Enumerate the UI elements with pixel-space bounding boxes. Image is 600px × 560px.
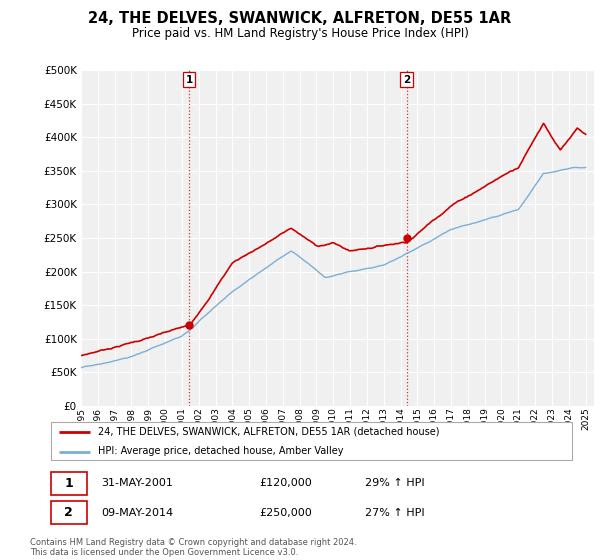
Text: 2: 2 xyxy=(403,74,410,85)
Text: £120,000: £120,000 xyxy=(259,478,312,488)
Text: 31-MAY-2001: 31-MAY-2001 xyxy=(101,478,173,488)
Text: Contains HM Land Registry data © Crown copyright and database right 2024.
This d: Contains HM Land Registry data © Crown c… xyxy=(30,538,356,557)
Text: 2: 2 xyxy=(64,506,73,519)
Text: 1: 1 xyxy=(185,74,193,85)
Text: 09-MAY-2014: 09-MAY-2014 xyxy=(101,507,173,517)
Text: 1: 1 xyxy=(64,477,73,490)
Text: £250,000: £250,000 xyxy=(259,507,312,517)
FancyBboxPatch shape xyxy=(50,422,572,460)
FancyBboxPatch shape xyxy=(50,501,86,524)
Text: 24, THE DELVES, SWANWICK, ALFRETON, DE55 1AR: 24, THE DELVES, SWANWICK, ALFRETON, DE55… xyxy=(88,11,512,26)
Text: 27% ↑ HPI: 27% ↑ HPI xyxy=(365,507,424,517)
Text: Price paid vs. HM Land Registry's House Price Index (HPI): Price paid vs. HM Land Registry's House … xyxy=(131,27,469,40)
Text: 29% ↑ HPI: 29% ↑ HPI xyxy=(365,478,424,488)
FancyBboxPatch shape xyxy=(50,472,86,495)
Text: HPI: Average price, detached house, Amber Valley: HPI: Average price, detached house, Ambe… xyxy=(98,446,344,456)
Text: 24, THE DELVES, SWANWICK, ALFRETON, DE55 1AR (detached house): 24, THE DELVES, SWANWICK, ALFRETON, DE55… xyxy=(98,427,440,437)
